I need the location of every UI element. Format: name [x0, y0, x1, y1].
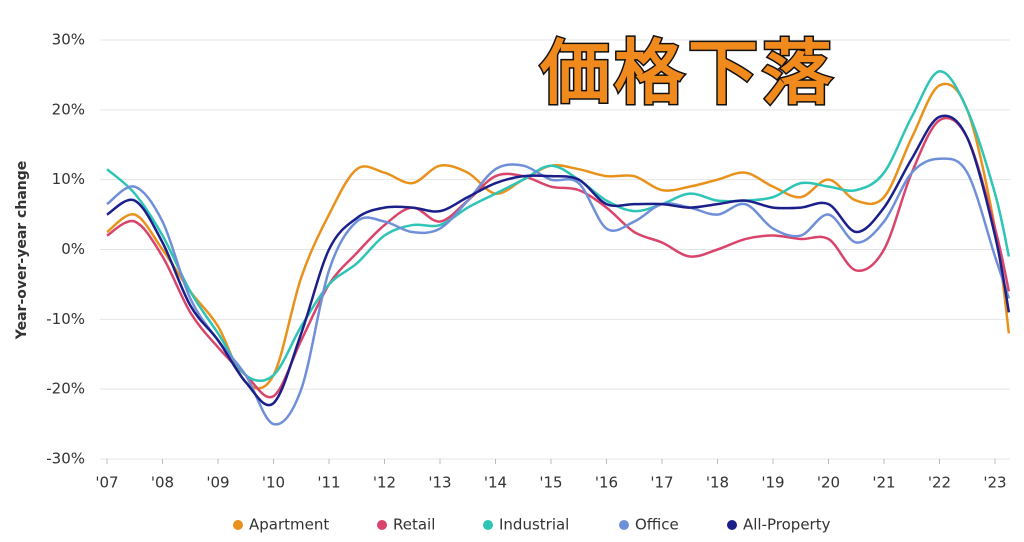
legend-label: Industrial — [499, 516, 569, 534]
x-tick-label: '14 — [484, 474, 507, 492]
legend-marker — [727, 520, 737, 530]
series-line — [106, 157, 1011, 426]
x-tick-label: '10 — [262, 474, 285, 492]
legend-marker — [483, 520, 493, 530]
legend-label: Retail — [393, 516, 435, 534]
x-tick-label: '15 — [539, 474, 562, 492]
annotation: 価格下落 — [539, 32, 836, 114]
x-tick-label: '20 — [817, 474, 840, 492]
series-line — [106, 82, 1011, 390]
legend-marker — [377, 520, 387, 530]
x-tick-label: '11 — [317, 474, 340, 492]
legend-marker — [233, 520, 243, 530]
legend-label: All-Property — [743, 516, 831, 534]
y-tick-label: -30% — [46, 450, 85, 468]
y-tick-label: -10% — [46, 310, 85, 328]
x-tick-label: '17 — [650, 474, 673, 492]
series-line — [106, 70, 1011, 383]
x-tick-label: '08 — [151, 474, 174, 492]
x-tick-label: '23 — [983, 474, 1006, 492]
legend-label: Apartment — [249, 516, 329, 534]
x-tick-label: '19 — [761, 474, 784, 492]
y-tick-label: -20% — [46, 380, 85, 398]
y-tick-label: 10% — [52, 170, 85, 188]
x-tick-label: '18 — [706, 474, 729, 492]
x-tick-label: '07 — [95, 474, 118, 492]
legend-marker — [619, 520, 629, 530]
x-tick-label: '13 — [428, 474, 451, 492]
x-tick-label: '12 — [373, 474, 396, 492]
series-line — [106, 116, 1011, 399]
y-tick-label: 0% — [61, 240, 85, 258]
x-tick-label: '09 — [206, 474, 229, 492]
legend-label: Office — [635, 516, 679, 534]
x-tick-label: '21 — [872, 474, 895, 492]
y-tick-label: 30% — [52, 31, 85, 49]
series-line — [106, 114, 1011, 407]
y-axis-title: Year-over-year change — [14, 161, 30, 341]
y-tick-label: 20% — [52, 100, 85, 118]
x-tick-label: '16 — [595, 474, 618, 492]
x-tick-label: '22 — [928, 474, 951, 492]
